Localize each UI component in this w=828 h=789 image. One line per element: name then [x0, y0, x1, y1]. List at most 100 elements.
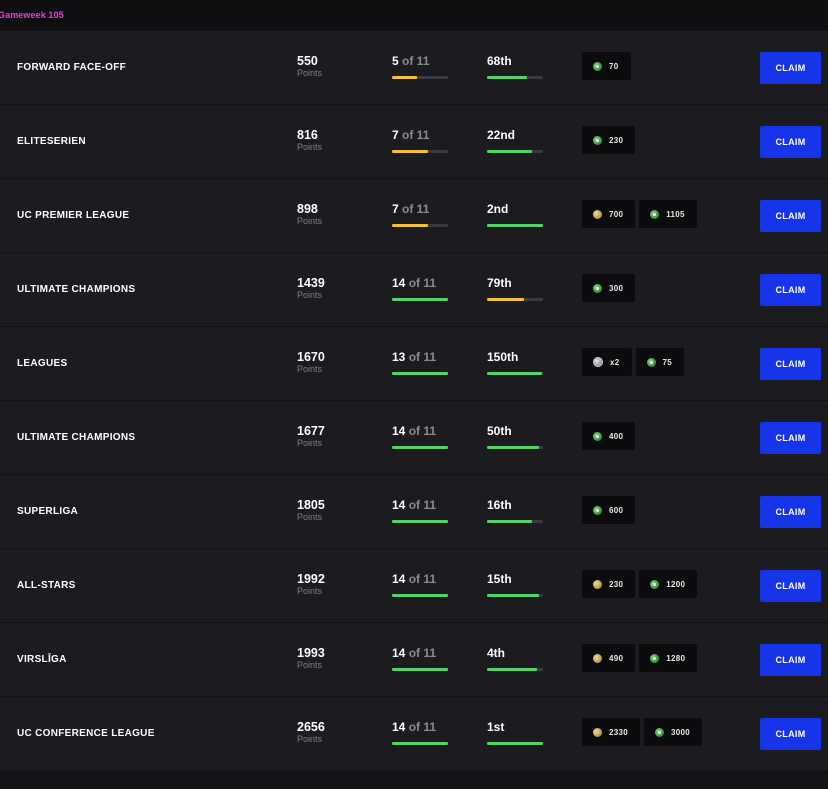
competition-name: ULTIMATE CHAMPIONS: [17, 284, 136, 295]
rewards-group: 600: [582, 496, 636, 524]
progress-done: 13: [392, 350, 406, 364]
rewards-group: 490 1280: [582, 644, 698, 672]
reward-value: 700: [609, 209, 624, 219]
rank-bar-fill: [487, 150, 532, 153]
progress-bar-fill: [392, 742, 448, 745]
progress-total: of 11: [398, 128, 430, 142]
progress-bar: [392, 76, 448, 79]
green-coin-icon: [593, 61, 602, 71]
progress-block: 14 of 11: [392, 572, 448, 597]
claim-button[interactable]: CLAIM: [760, 200, 821, 232]
competition-name: LEAGUES: [17, 358, 68, 369]
green-coin-icon: [650, 579, 660, 589]
green-coin-icon: [593, 283, 602, 293]
progress-total: of 11: [405, 572, 437, 586]
rank-block: 15th: [487, 572, 543, 597]
rewards-group: 230: [582, 126, 636, 154]
reward-value: 1105: [666, 209, 685, 219]
progress-text: 14 of 11: [392, 498, 448, 512]
progress-block: 14 of 11: [392, 646, 448, 671]
silver-token-icon: [593, 357, 603, 367]
points-value: 816: [297, 128, 318, 142]
points-block: 2656 Points: [297, 720, 325, 745]
rank-bar: [487, 224, 543, 227]
competition-name: SUPERLIGA: [17, 506, 79, 517]
claim-button[interactable]: CLAIM: [760, 348, 821, 380]
progress-done: 14: [392, 646, 406, 660]
claim-button[interactable]: CLAIM: [760, 718, 821, 750]
rewards-group: 230 1200: [582, 570, 698, 598]
rank-block: 50th: [487, 424, 543, 449]
points-block: 1992 Points: [297, 572, 325, 597]
progress-block: 14 of 11: [392, 276, 448, 301]
progress-bar-fill: [392, 150, 428, 153]
claim-button[interactable]: CLAIM: [760, 644, 821, 676]
gold-coin-icon: [593, 727, 602, 737]
points-value: 2656: [297, 720, 325, 734]
rank-bar-fill: [487, 668, 538, 671]
competition-name: ALL-STARS: [17, 580, 76, 591]
rank-value: 15th: [487, 572, 512, 586]
reward-value: 75: [662, 357, 672, 367]
progress-bar-fill: [392, 594, 448, 597]
rank-value: 16th: [487, 498, 512, 512]
progress-bar: [392, 594, 448, 597]
green-coin-icon: [593, 135, 602, 145]
green-coin-icon: [646, 357, 656, 367]
rank-block: 22nd: [487, 128, 543, 153]
progress-done: 5: [392, 54, 399, 68]
reward-value: 70: [609, 61, 619, 71]
green-coin-icon: [593, 505, 602, 515]
claim-button[interactable]: CLAIM: [760, 422, 821, 454]
reward-value: 1200: [666, 579, 686, 589]
points-label: Points: [297, 512, 323, 522]
competition-row: ALL-STARS 1992 Points 14 of 11 15th 230 1200 CL…: [0, 549, 828, 623]
points-block: 1805 Points: [297, 498, 325, 523]
points-block: 1677 Points: [297, 424, 325, 449]
points-block: 1670 Points: [297, 350, 325, 375]
competition-row: UC CONFERENCE LEAGUE 2656 Points 14 of 11 1s…: [0, 697, 828, 771]
reward-chip: x2: [582, 348, 632, 376]
gold-coin-icon: [593, 653, 602, 663]
reward-chip: 75: [635, 348, 684, 376]
competition-row: ELITESERIEN 816 Points 7 of 11 22nd 230 CLAIM: [0, 105, 828, 179]
claim-button[interactable]: CLAIM: [760, 496, 821, 528]
rank-bar: [487, 742, 543, 745]
competition-row: UC PREMIER LEAGUE 898 Points 7 of 11 2nd 700 1…: [0, 179, 828, 253]
progress-block: 14 of 11: [392, 424, 448, 449]
rank-value: 2nd: [487, 202, 509, 216]
reward-value: x2: [610, 357, 620, 367]
reward-chip: 1280: [639, 644, 698, 672]
claim-button[interactable]: CLAIM: [760, 274, 821, 306]
progress-bar: [392, 446, 448, 449]
rank-block: 1st: [487, 720, 543, 745]
competition-name: FORWARD FACE-OFF: [17, 62, 127, 73]
claim-button[interactable]: CLAIM: [760, 52, 821, 84]
rewards-group: 300: [582, 274, 636, 302]
points-label: Points: [297, 68, 323, 78]
progress-total: of 11: [398, 54, 430, 68]
reward-chip: 2330: [582, 718, 640, 746]
claim-button[interactable]: CLAIM: [760, 126, 821, 158]
green-coin-icon: [650, 653, 660, 663]
rank-block: 150th: [487, 350, 543, 375]
reward-chip: 1200: [639, 570, 698, 598]
rank-block: 4th: [487, 646, 543, 671]
progress-bar: [392, 742, 448, 745]
competition-row: FORWARD FACE-OFF 550 Points 5 of 11 68th 70 CL…: [0, 31, 828, 105]
competition-row: LEAGUES 1670 Points 13 of 11 150th x2 75 CLAIM: [0, 327, 828, 401]
points-value: 1805: [297, 498, 325, 512]
progress-bar-fill: [392, 668, 448, 671]
claim-button[interactable]: CLAIM: [760, 570, 821, 602]
rank-bar-fill: [487, 76, 528, 79]
progress-bar-fill: [392, 224, 428, 227]
points-value: 1992: [297, 572, 325, 586]
rank-block: 2nd: [487, 202, 543, 227]
points-value: 1993: [297, 646, 325, 660]
green-coin-icon: [655, 727, 664, 737]
points-label: Points: [297, 660, 323, 670]
progress-bar-fill: [392, 372, 448, 375]
progress-text: 14 of 11: [392, 646, 448, 660]
rank-value: 1st: [487, 720, 505, 734]
rank-bar: [487, 372, 543, 375]
